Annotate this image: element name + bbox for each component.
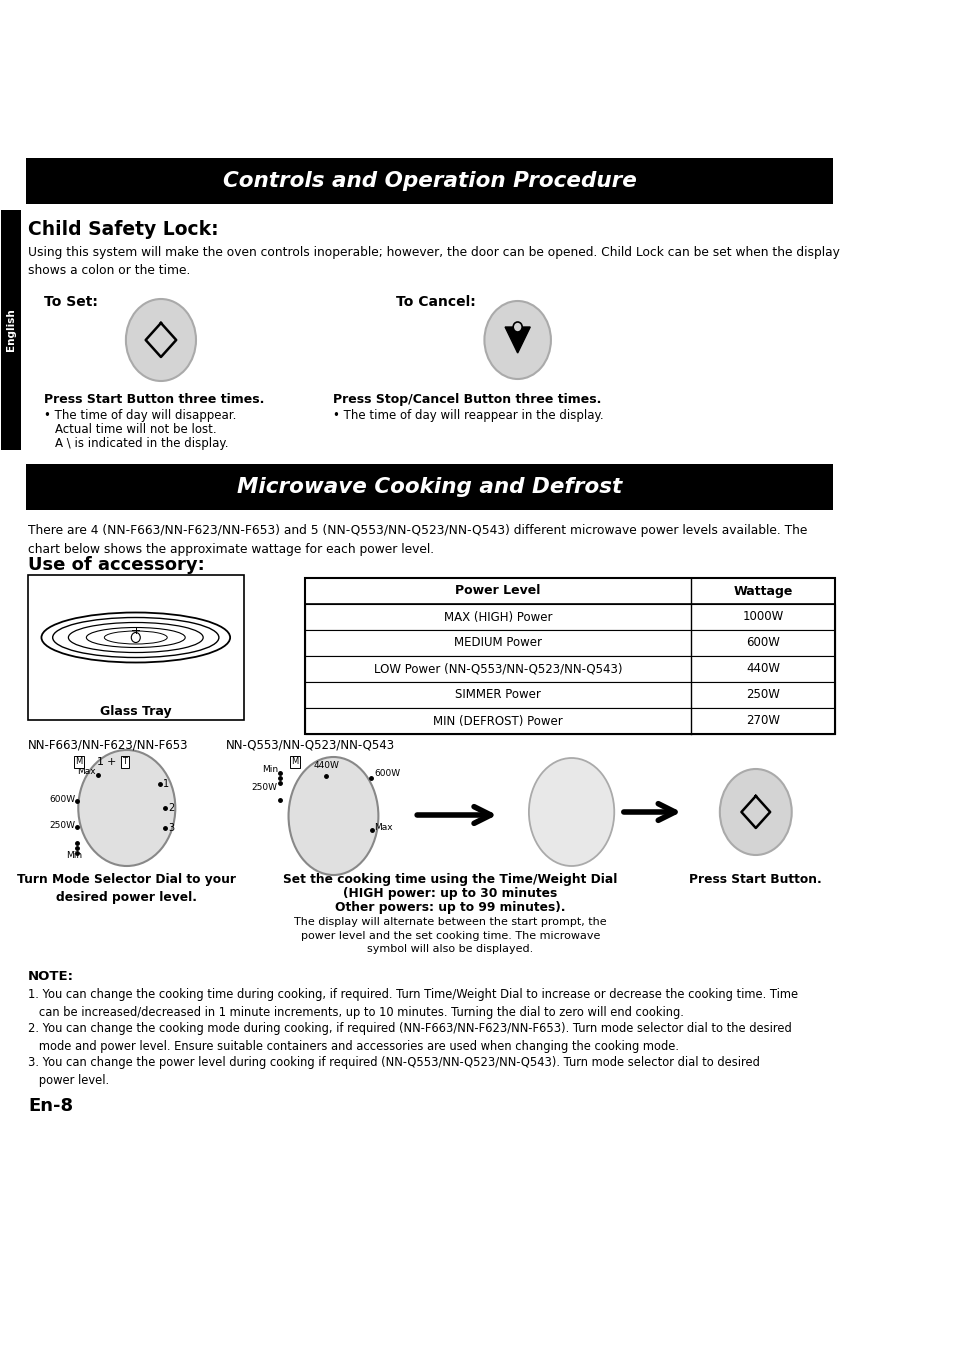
Text: 270W: 270W [745, 715, 780, 727]
Text: 1: 1 [96, 757, 103, 767]
Text: 3. You can change the power level during cooking if required (NN-Q553/NN-Q523/NN: 3. You can change the power level during… [28, 1056, 759, 1088]
Bar [1, 209, 21, 450]
Text: 1. You can change the cooking time during cooking, if required. Turn Time/Weight: 1. You can change the cooking time durin… [28, 988, 798, 1019]
Text: T: T [122, 758, 128, 766]
Text: To Cancel:: To Cancel: [395, 295, 476, 309]
Text: Using this system will make the oven controls inoperable; however, the door can : Using this system will make the oven con… [28, 246, 839, 277]
Text: 250W: 250W [50, 821, 75, 831]
Text: There are 4 (NN-F663/NN-F623/NN-F653) and 5 (NN-Q553/NN-Q523/NN-Q543) different : There are 4 (NN-F663/NN-F623/NN-F653) an… [28, 524, 806, 555]
Text: • The time of day will disappear.: • The time of day will disappear. [44, 409, 236, 422]
Ellipse shape [126, 299, 195, 381]
Text: 1000W: 1000W [741, 611, 782, 624]
Text: 600W: 600W [745, 636, 780, 650]
Text: Min: Min [261, 766, 277, 774]
Text: +: + [107, 757, 116, 767]
Bar [28, 576, 243, 720]
Bar [304, 630, 834, 657]
Ellipse shape [528, 758, 614, 866]
Text: 2: 2 [168, 802, 174, 813]
Text: Press Start Button three times.: Press Start Button three times. [44, 393, 264, 407]
Text: Turn Mode Selector Dial to your
desired power level.: Turn Mode Selector Dial to your desired … [17, 873, 236, 904]
Text: 440W: 440W [745, 662, 780, 676]
Text: Wattage: Wattage [733, 585, 792, 597]
Text: 600W: 600W [50, 796, 75, 804]
Text: MEDIUM Power: MEDIUM Power [454, 636, 541, 650]
Text: Child Safety Lock:: Child Safety Lock: [28, 220, 218, 239]
Text: Min: Min [66, 851, 82, 861]
Text: The display will alternate between the start prompt, the
power level and the set: The display will alternate between the s… [294, 917, 606, 954]
Text: Microwave Cooking and Defrost: Microwave Cooking and Defrost [236, 477, 621, 497]
Bar [304, 708, 834, 734]
Text: M: M [75, 758, 83, 766]
Polygon shape [504, 327, 530, 353]
Text: NN-F663/NN-F623/NN-F653: NN-F663/NN-F623/NN-F653 [28, 738, 189, 751]
Text: 250W: 250W [745, 689, 780, 701]
Text: Max: Max [77, 767, 96, 777]
Bar [304, 682, 834, 708]
Text: MIN (DEFROST) Power: MIN (DEFROST) Power [433, 715, 562, 727]
Text: Set the cooking time using the Time/Weight Dial: Set the cooking time using the Time/Weig… [283, 873, 617, 886]
Text: 600W: 600W [374, 770, 399, 778]
Ellipse shape [484, 301, 550, 380]
Text: 3: 3 [168, 823, 174, 834]
Bar [26, 158, 832, 204]
Bar [304, 604, 834, 630]
Bar [26, 463, 832, 509]
Text: 1: 1 [163, 780, 169, 789]
Text: SIMMER Power: SIMMER Power [455, 689, 540, 701]
Text: 440W: 440W [313, 761, 339, 770]
Text: 250W: 250W [252, 784, 277, 793]
Text: Controls and Operation Procedure: Controls and Operation Procedure [222, 172, 636, 190]
Text: A \ is indicated in the display.: A \ is indicated in the display. [55, 436, 228, 450]
Text: English: English [6, 308, 16, 351]
Text: Max: Max [374, 824, 392, 832]
Text: LOW Power (NN-Q553/NN-Q523/NN-Q543): LOW Power (NN-Q553/NN-Q523/NN-Q543) [374, 662, 621, 676]
Text: Other powers: up to 99 minutes).: Other powers: up to 99 minutes). [335, 901, 565, 915]
Text: NOTE:: NOTE: [28, 970, 74, 984]
Bar [304, 578, 834, 604]
Text: Press Stop/Cancel Button three times.: Press Stop/Cancel Button three times. [334, 393, 601, 407]
Text: M: M [291, 758, 298, 766]
Text: Glass Tray: Glass Tray [100, 705, 172, 717]
Text: Use of accessory:: Use of accessory: [28, 557, 205, 574]
Text: (HIGH power: up to 30 minutes: (HIGH power: up to 30 minutes [343, 888, 557, 900]
Text: 2. You can change the cooking mode during cooking, if required (NN-F663/NN-F623/: 2. You can change the cooking mode durin… [28, 1021, 791, 1052]
Text: To Set:: To Set: [44, 295, 98, 309]
Ellipse shape [78, 750, 175, 866]
Text: Actual time will not be lost.: Actual time will not be lost. [55, 423, 216, 436]
Text: Press Start Button.: Press Start Button. [689, 873, 821, 886]
Text: Power Level: Power Level [455, 585, 540, 597]
Circle shape [513, 322, 521, 332]
Bar [304, 578, 834, 734]
Bar [304, 657, 834, 682]
Text: NN-Q553/NN-Q523/NN-Q543: NN-Q553/NN-Q523/NN-Q543 [226, 738, 395, 751]
Circle shape [132, 632, 140, 643]
Ellipse shape [288, 757, 378, 875]
Text: MAX (HIGH) Power: MAX (HIGH) Power [443, 611, 552, 624]
Text: En-8: En-8 [28, 1097, 73, 1115]
Ellipse shape [720, 769, 791, 855]
Text: • The time of day will reappear in the display.: • The time of day will reappear in the d… [334, 409, 603, 422]
